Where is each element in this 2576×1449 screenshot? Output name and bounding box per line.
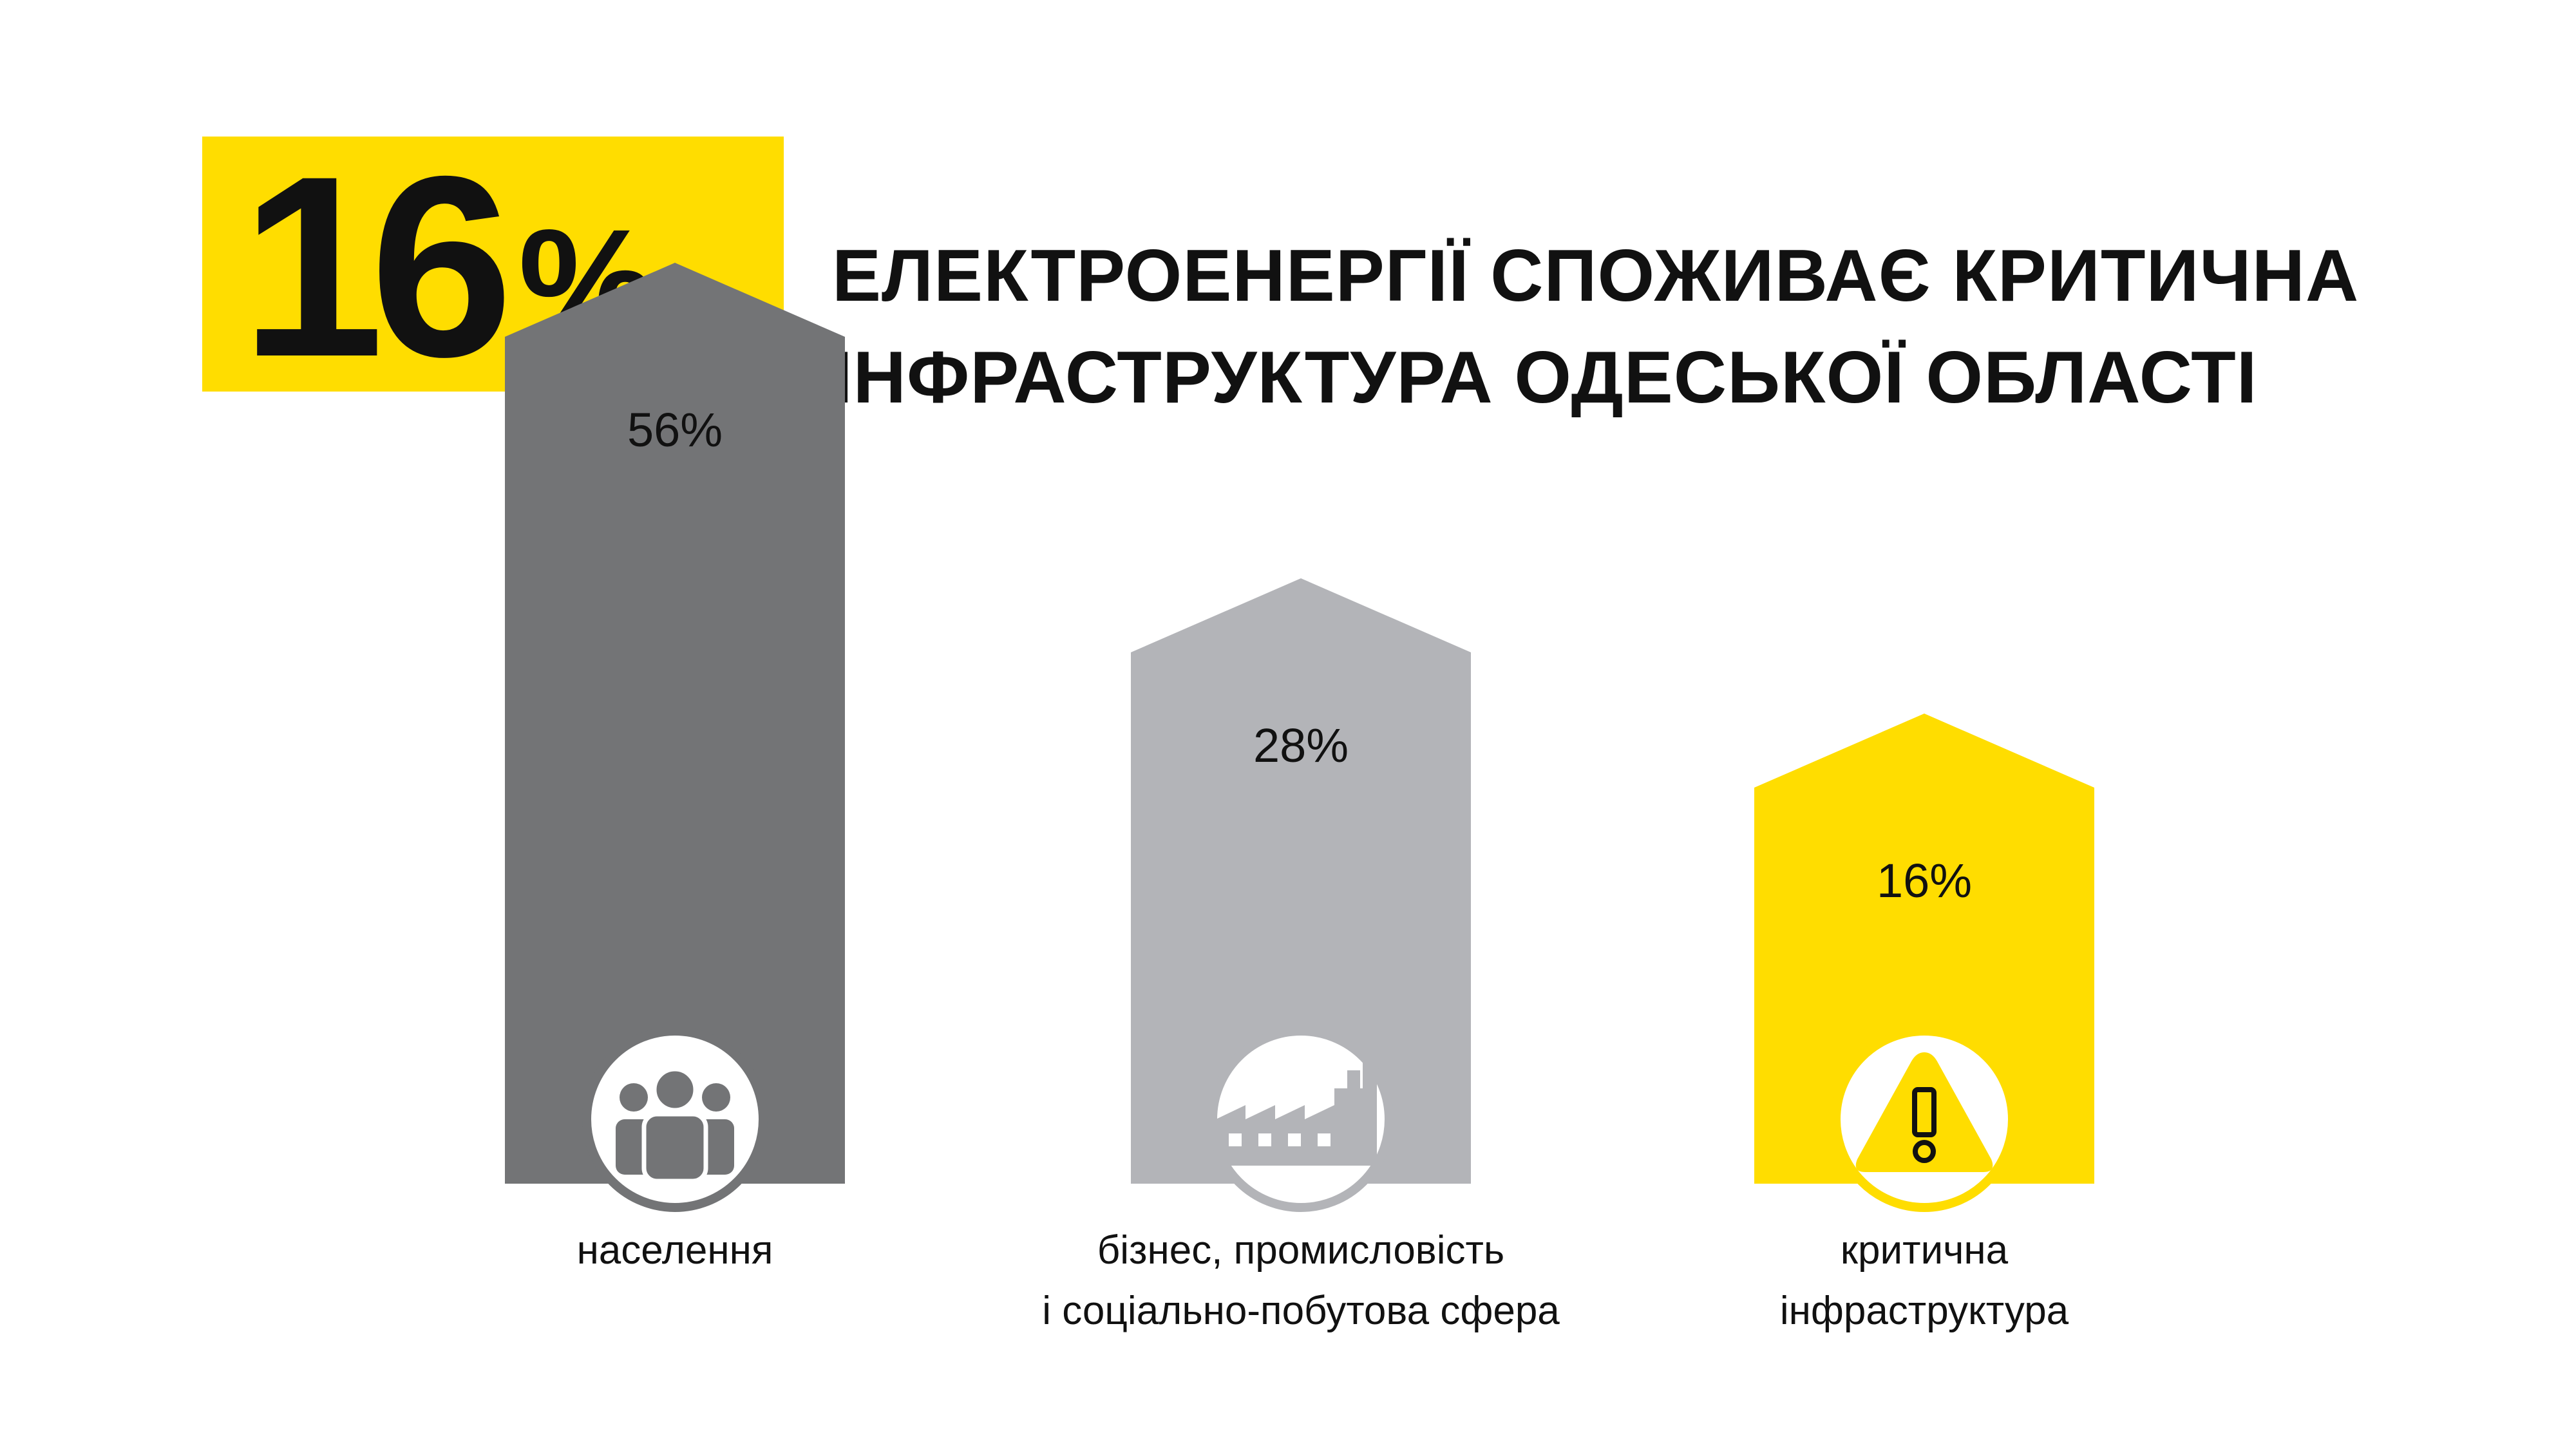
factory-icon [1216, 1047, 1377, 1166]
category-label-line: і соціально-побутова сфера [1042, 1289, 1560, 1333]
warning-exclamation-bar [1912, 1087, 1937, 1137]
category-label-line: бізнес, промисловість [1097, 1228, 1505, 1273]
headline-line-2: ІНФРАСТРУКТУРА ОДЕСЬКОЇ ОБЛАСТІ [832, 337, 2258, 419]
factory-window [1229, 1133, 1242, 1146]
value-label: 16% [1877, 854, 1972, 907]
factory-window [1288, 1133, 1301, 1146]
category-label-line: критична [1840, 1228, 2009, 1273]
category-label: населення [353, 1220, 997, 1281]
bar-group: 16% [1754, 714, 2094, 1212]
headline-text: ЕЛЕКТРОЕНЕРГІЇ СПОЖИВАЄ КРИТИЧНА ІНФРАСТ… [832, 225, 2442, 429]
value-label: 28% [1253, 719, 1349, 772]
headline-number: 16 [241, 122, 513, 410]
bar-group: 28% [1131, 578, 1471, 1212]
person-left-head [620, 1083, 648, 1112]
person-center-body [641, 1112, 708, 1184]
value-label: 56% [627, 403, 723, 457]
bar [1754, 714, 2094, 1184]
bar [1131, 578, 1471, 1184]
warning-icon [1855, 1052, 1993, 1172]
factory-window [1258, 1133, 1271, 1146]
factory-shape [1216, 1047, 1377, 1166]
headline-highlight-box: 16 % [202, 122, 784, 410]
headline-line-1: ЕЛЕКТРОЕНЕРГІЇ СПОЖИВАЄ КРИТИЧНА [832, 235, 2360, 317]
person-center-head [652, 1066, 698, 1113]
factory-window [1318, 1133, 1331, 1146]
person-right-head [702, 1083, 730, 1112]
category-label: бізнес, промисловість і соціально-побутов… [979, 1220, 1623, 1341]
warning-triangle [1855, 1052, 1993, 1172]
bar-group: 56% [505, 263, 845, 1212]
category-label-line: інфраструктура [1779, 1289, 2069, 1333]
bar [505, 263, 845, 1184]
people-icon [616, 1066, 734, 1184]
category-label-line: населення [576, 1228, 773, 1273]
category-label: критична інфраструктура [1602, 1220, 2246, 1341]
warning-exclamation-dot [1913, 1140, 1936, 1163]
